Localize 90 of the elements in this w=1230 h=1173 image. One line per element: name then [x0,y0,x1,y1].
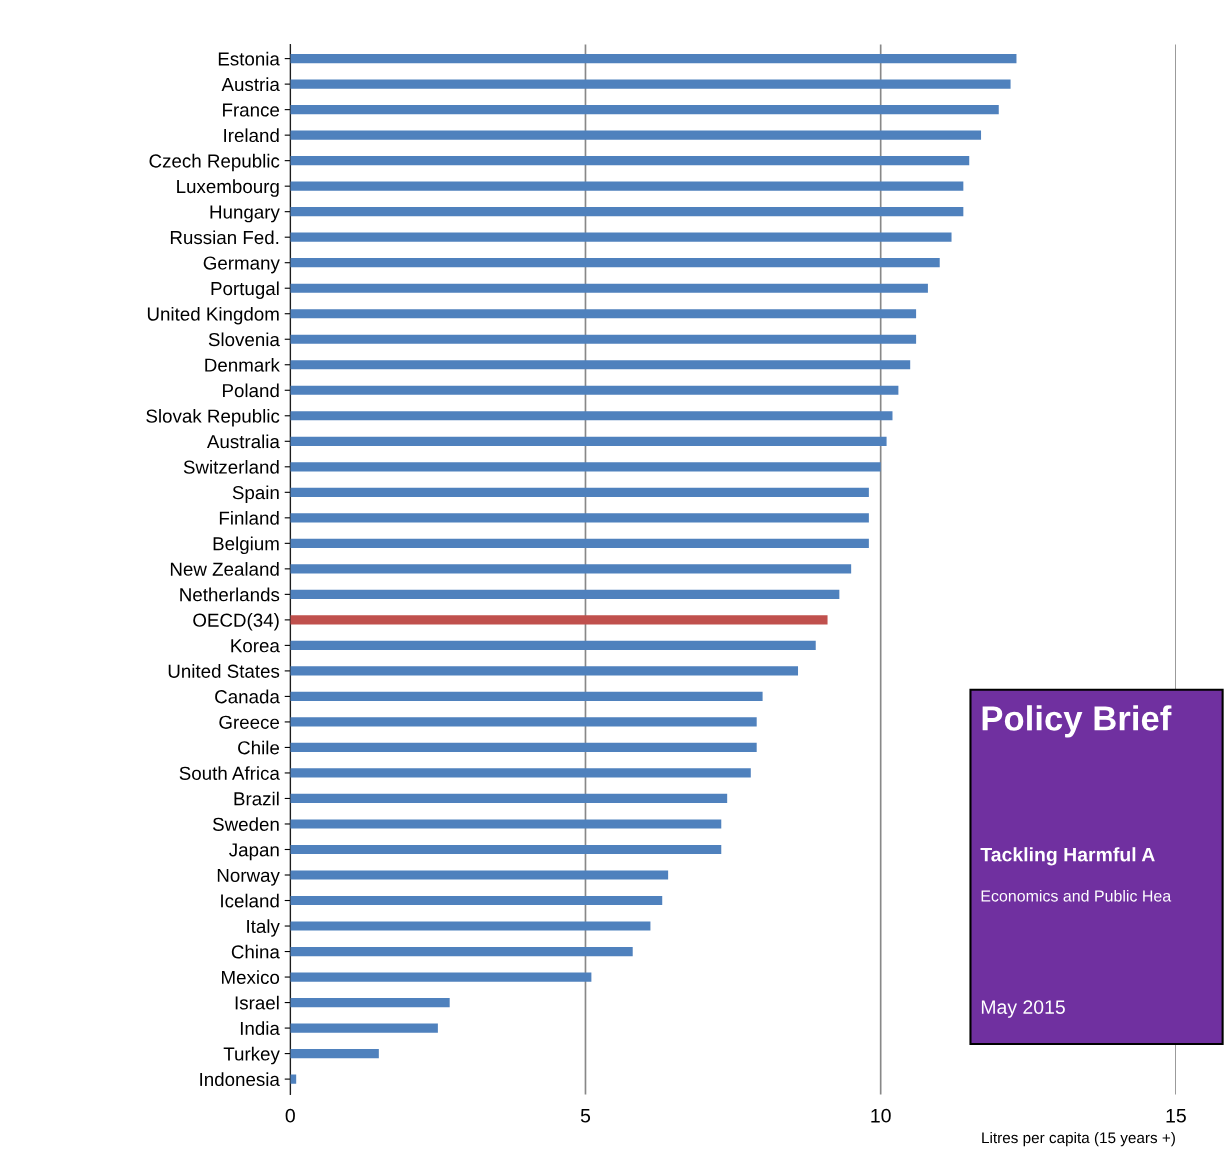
y-tick-label: Austria [221,77,280,92]
y-tick-label: Mexico [222,970,280,985]
y-tick-label: Germany [203,256,280,274]
bar [290,334,917,344]
y-tick-label: Ireland [224,128,279,143]
y-tick-label: Israel [235,995,279,1010]
y-tick-label: South Africa [179,766,280,780]
annotation: May 2015 [981,1000,1065,1018]
bar [290,615,828,625]
bar [290,360,911,370]
bar [290,1023,438,1033]
y-tick-label: Russian Fed. [170,230,279,245]
y-tick-label: Sweden [212,817,279,831]
y-tick-label: Finland [219,511,279,525]
bar [290,130,982,140]
bar [290,79,1011,89]
y-tick-label: Spain [232,485,279,503]
y-tick-label: Brazil [234,791,279,806]
y-tick-label: Denmark [205,357,280,372]
y-tick-label: United States [168,664,280,678]
y-tick-label: China [231,944,280,959]
bar [290,691,763,702]
y-tick-label: Iceland [221,893,279,908]
y-tick-label: Slovenia [208,332,280,347]
bar [290,972,592,982]
bar [290,666,799,676]
bar [290,462,881,472]
y-tick-label: Turkey [223,1046,280,1065]
y-tick-label: Norway [217,868,280,886]
y-tick-label: Hungary [210,205,280,223]
annotation: Tackling Harmful A [980,847,1155,866]
bar [290,436,887,446]
bar [290,997,450,1008]
y-tick-label: Italy [247,919,280,937]
bar [290,640,816,650]
bar [290,946,633,957]
annotation: Economics and Public Hea [981,889,1172,902]
y-tick-label: Belgium [213,536,279,555]
bar [290,538,869,548]
y-tick-label: India [240,1021,280,1036]
bar [290,844,722,855]
y-tick-label: New Zealand [170,562,279,576]
x-tick-label: 15 [1166,1109,1186,1123]
bar [290,717,757,727]
bar [290,921,651,931]
bar [290,309,917,319]
bar [290,768,751,778]
bar [290,513,869,523]
y-tick-label: United Kingdom [147,306,279,325]
bar [290,793,728,804]
y-tick-label: Chile [238,740,280,755]
y-tick-label: Portugal [211,281,279,299]
bar [290,181,964,191]
bar [290,895,663,906]
x-tick-label: 0 [285,1108,295,1123]
bar [290,487,869,497]
x-axis-title: Litres per capita (15 years +) [982,1131,1175,1147]
bar [290,207,964,217]
bar [290,156,970,166]
bar [290,819,722,829]
x-tick-label: 10 [871,1108,891,1123]
y-tick-label: Korea [231,639,280,653]
bar [290,258,940,268]
y-tick-label: Czech Republic [149,153,280,172]
y-tick-label: France [223,103,280,117]
y-tick-label: Greece [219,715,280,729]
bar [290,589,840,599]
y-tick-label: Luxembourg [177,179,279,197]
bar [290,564,852,574]
bar [290,105,999,115]
x-tick-label: 5 [580,1109,591,1123]
y-tick-label: Australia [206,434,280,449]
bar [290,411,893,421]
y-tick-label: Canada [215,689,280,704]
y-tick-label: Japan [229,843,279,861]
bar [290,283,928,293]
bar [290,232,952,242]
y-tick-label: Slovak Republic [146,408,280,427]
y-tick-label: Netherlands [180,587,280,602]
bar [290,742,757,753]
bar [290,54,1017,64]
bar [290,1049,379,1059]
bar [290,870,669,880]
y-tick-label: Switzerland [183,460,279,474]
y-tick-label: Indonesia [200,1072,280,1087]
annotation: Policy Brief [982,705,1172,738]
y-tick-label: Estonia [218,51,280,66]
bar [290,385,899,395]
y-tick-label: OECD(34) [193,613,279,631]
y-tick-label: Poland [223,383,279,398]
